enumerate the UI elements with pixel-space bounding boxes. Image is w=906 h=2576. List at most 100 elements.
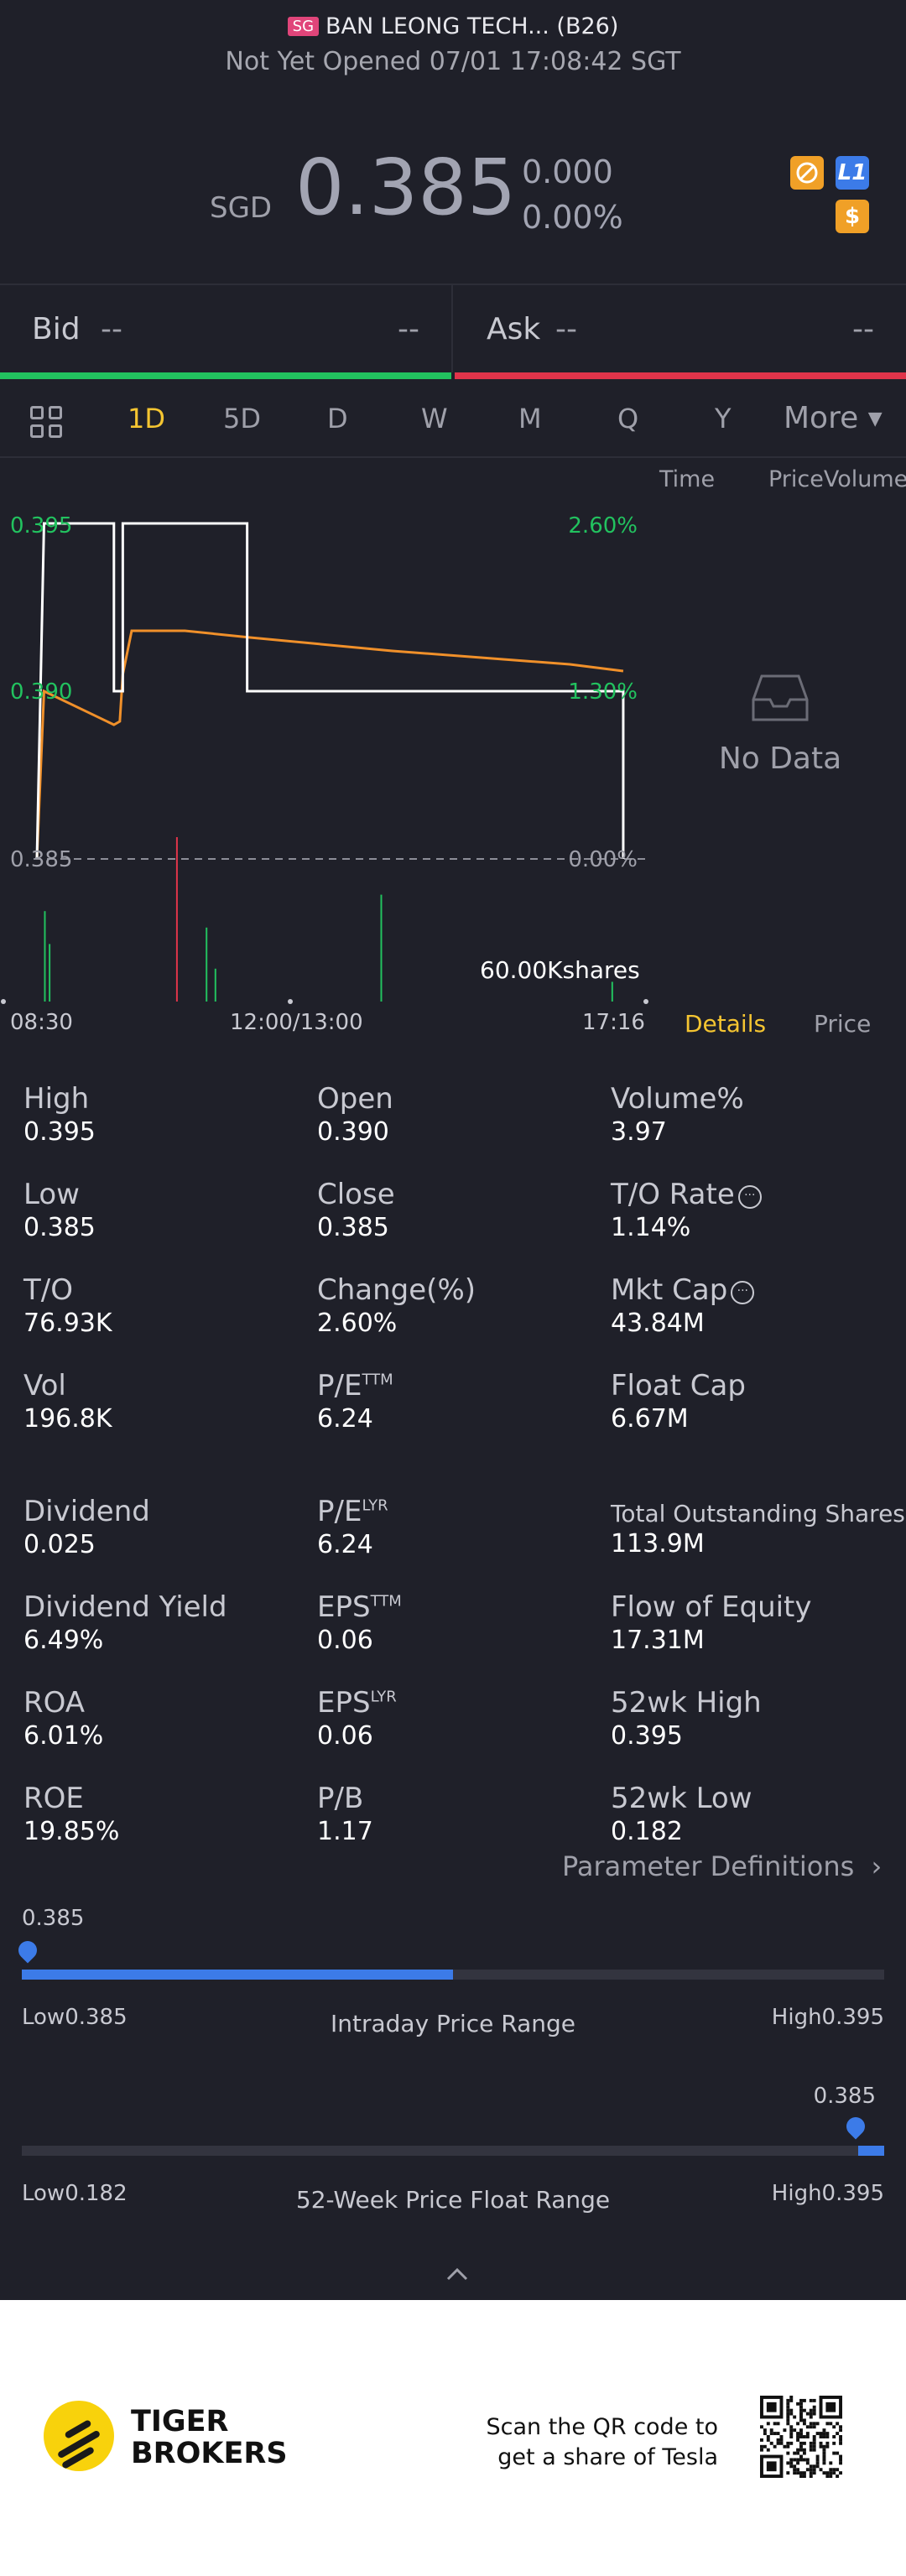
stat-label-text: Dividend [23,1495,150,1528]
week52-range-title: 52-Week Price Float Range [295,2186,611,2214]
stat-label: P/B [317,1782,373,1815]
currency-label: SGD [210,191,273,225]
stat-value: 19.85% [23,1817,120,1846]
brand-name: TIGER BROKERS [131,2406,288,2469]
intraday-chart[interactable]: Time PriceVolume 0.395 0.390 0.385 2.60%… [0,460,906,1047]
stat-item: Low 0.385 [23,1178,96,1242]
stat-label-text: Float Cap [611,1369,746,1402]
market-badge: SG [287,17,320,36]
stat-item: Dividend Yield 6.49% [23,1590,227,1655]
stat-label: Dividend [23,1495,150,1528]
tab-1d[interactable]: 1D [128,403,165,435]
stat-item: 52wk Low 0.182 [611,1782,752,1846]
tab-w[interactable]: W [421,403,448,435]
stat-value: 0.06 [317,1626,373,1655]
tab-5d[interactable]: 5D [223,403,261,435]
bid-label: Bid [32,312,81,346]
stat-label-text: Volume% [611,1082,744,1116]
stat-label-text: Mkt Cap [611,1273,728,1307]
stock-title[interactable]: SG BAN LEONG TECH... (B26) [0,13,906,39]
stat-item: EPSLYR 0.06 [317,1686,397,1751]
volume-bar [214,968,216,1002]
stat-value: 2.60% [317,1309,398,1338]
layout-grid-icon[interactable] [30,406,64,440]
stat-label-text: Vol [23,1369,66,1402]
volume-bar [380,894,383,1002]
average-price-line [35,629,624,860]
week52-marker-icon [842,2113,869,2140]
volume-scale-label: 60.00Kshares [480,956,640,984]
stat-value: 6.24 [317,1404,373,1434]
stat-label: EPSLYR [317,1686,397,1720]
brand-line: BROKERS [131,2437,288,2470]
quote-header: SG BAN LEONG TECH... (B26) Not Yet Opened… [0,0,906,285]
divider [0,456,906,458]
intraday-range-title: Intraday Price Range [330,2010,575,2037]
stat-label: Mkt Cap ··· [611,1273,755,1307]
qr-caption-line: get a share of Tesla [497,2444,718,2470]
empty-tray-icon [752,674,809,721]
stat-value: 0.182 [611,1817,683,1846]
stat-value: 0.390 [317,1117,389,1147]
level1-icon[interactable]: L1 [836,156,869,190]
volume-bar [175,837,178,1002]
bid-ask-bar: Bid -- -- Ask -- -- [0,285,906,379]
chart-tab-time[interactable]: Time [659,466,716,492]
stat-label-text: Change(%) [317,1273,476,1307]
price-change: 0.000 0.00% [522,149,623,240]
tab-price[interactable]: Price [814,1010,872,1038]
tab-details[interactable]: Details [685,1010,767,1038]
stat-value: 17.31M [611,1626,705,1655]
stat-value: 6.67M [611,1404,689,1434]
stat-item: 52wk High 0.395 [611,1686,762,1751]
stat-label: EPSTTM [317,1590,402,1624]
tab-d[interactable]: D [327,403,348,435]
brand-line: TIGER [131,2405,229,2438]
stat-item[interactable]: T/O Rate ··· 1.14% [611,1178,762,1242]
stat-item: Volume% 3.97 [611,1082,744,1147]
stat-label: 52wk High [611,1686,762,1720]
dollar-icon[interactable]: $ [836,200,869,233]
stat-item: T/O 76.93K [23,1273,112,1338]
info-icon[interactable]: ··· [731,1281,755,1304]
stat-item[interactable]: Mkt Cap ··· 43.84M [611,1273,755,1338]
volume-bar [206,927,208,1002]
stat-item: High 0.395 [23,1082,96,1147]
stat-label: High [23,1082,96,1116]
intraday-low-label: Low0.385 [22,2005,128,2030]
ask-cell[interactable]: Ask -- -- [455,285,906,372]
stat-value: 6.24 [317,1530,373,1559]
stat-label-text: High [23,1082,90,1116]
stat-value: 43.84M [611,1309,705,1338]
stat-label-sup: TTM [370,1592,402,1611]
stat-value: 3.97 [611,1117,667,1147]
stat-label-text: P/E [317,1369,362,1402]
stat-item: Change(%) 2.60% [317,1273,476,1338]
stat-label: P/ETTM [317,1369,393,1402]
chart-tab-price-volume[interactable]: PriceVolume [768,466,906,492]
tab-more[interactable]: More ▼ [784,401,883,435]
chevron-right-icon: › [871,1850,883,1882]
bid-cell[interactable]: Bid -- -- [0,285,451,372]
stat-label-text: Close [317,1178,395,1211]
no-trading-icon[interactable] [790,156,824,190]
stat-label-text: 52wk High [611,1686,762,1720]
info-icon[interactable]: ··· [737,1185,762,1209]
ask-ratio-bar [455,372,906,379]
week52-range-track [22,2146,884,2156]
collapse-chevron-up-icon[interactable] [445,2256,470,2290]
market-status: Not Yet Opened 07/01 17:08:42 SGT [225,47,681,76]
x-tick: 17:16 [582,1010,645,1035]
tab-q[interactable]: Q [617,403,639,435]
parameter-definitions-link[interactable]: Parameter Definitions › [562,1850,882,1882]
tab-m[interactable]: M [518,403,542,435]
share-footer: TIGER BROKERS Scan the QR code to get a … [0,2300,906,2576]
tab-y[interactable]: Y [715,403,732,435]
week52-current-label: 0.385 [813,2084,876,2109]
ask-size: -- [852,312,874,346]
stat-value: 113.9M [611,1529,705,1559]
stat-label-text: P/B [317,1782,364,1815]
stat-value: 196.8K [23,1404,112,1434]
stat-item: ROA 6.01% [23,1686,103,1751]
stat-value: 6.01% [23,1721,104,1751]
